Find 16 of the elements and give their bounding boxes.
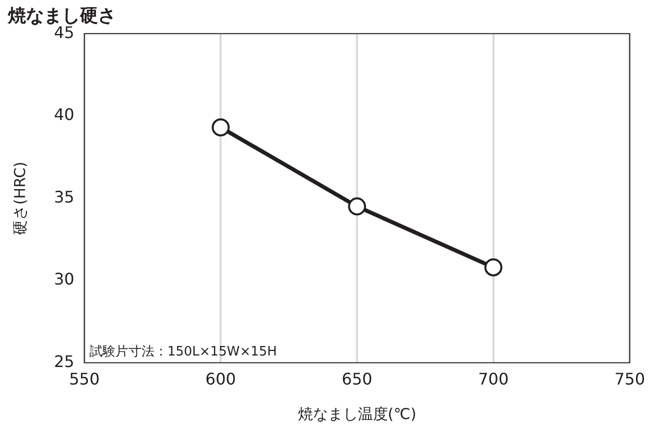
- y-axis-title: 硬さ(HRC): [10, 162, 29, 235]
- x-tick-label: 700: [478, 370, 509, 389]
- x-tick-label: 650: [342, 370, 372, 389]
- y-tick-label: 40: [54, 105, 74, 124]
- y-tick-label: 30: [54, 270, 74, 289]
- annotation: 試験片寸法：150L×15W×15H: [89, 344, 277, 360]
- x-axis-title: 焼なまし温度(℃): [298, 404, 416, 423]
- chart-title: 焼なまし硬さ: [7, 5, 116, 26]
- x-tick-label: 750: [614, 370, 646, 389]
- point: [484, 258, 502, 276]
- x-tick-label: 600: [205, 370, 236, 389]
- point: [348, 197, 366, 216]
- y-tick-label: 25: [54, 352, 74, 371]
- x-tick-label: 550: [69, 370, 100, 389]
- point: [212, 118, 230, 136]
- y-tick-label: 35: [54, 187, 74, 206]
